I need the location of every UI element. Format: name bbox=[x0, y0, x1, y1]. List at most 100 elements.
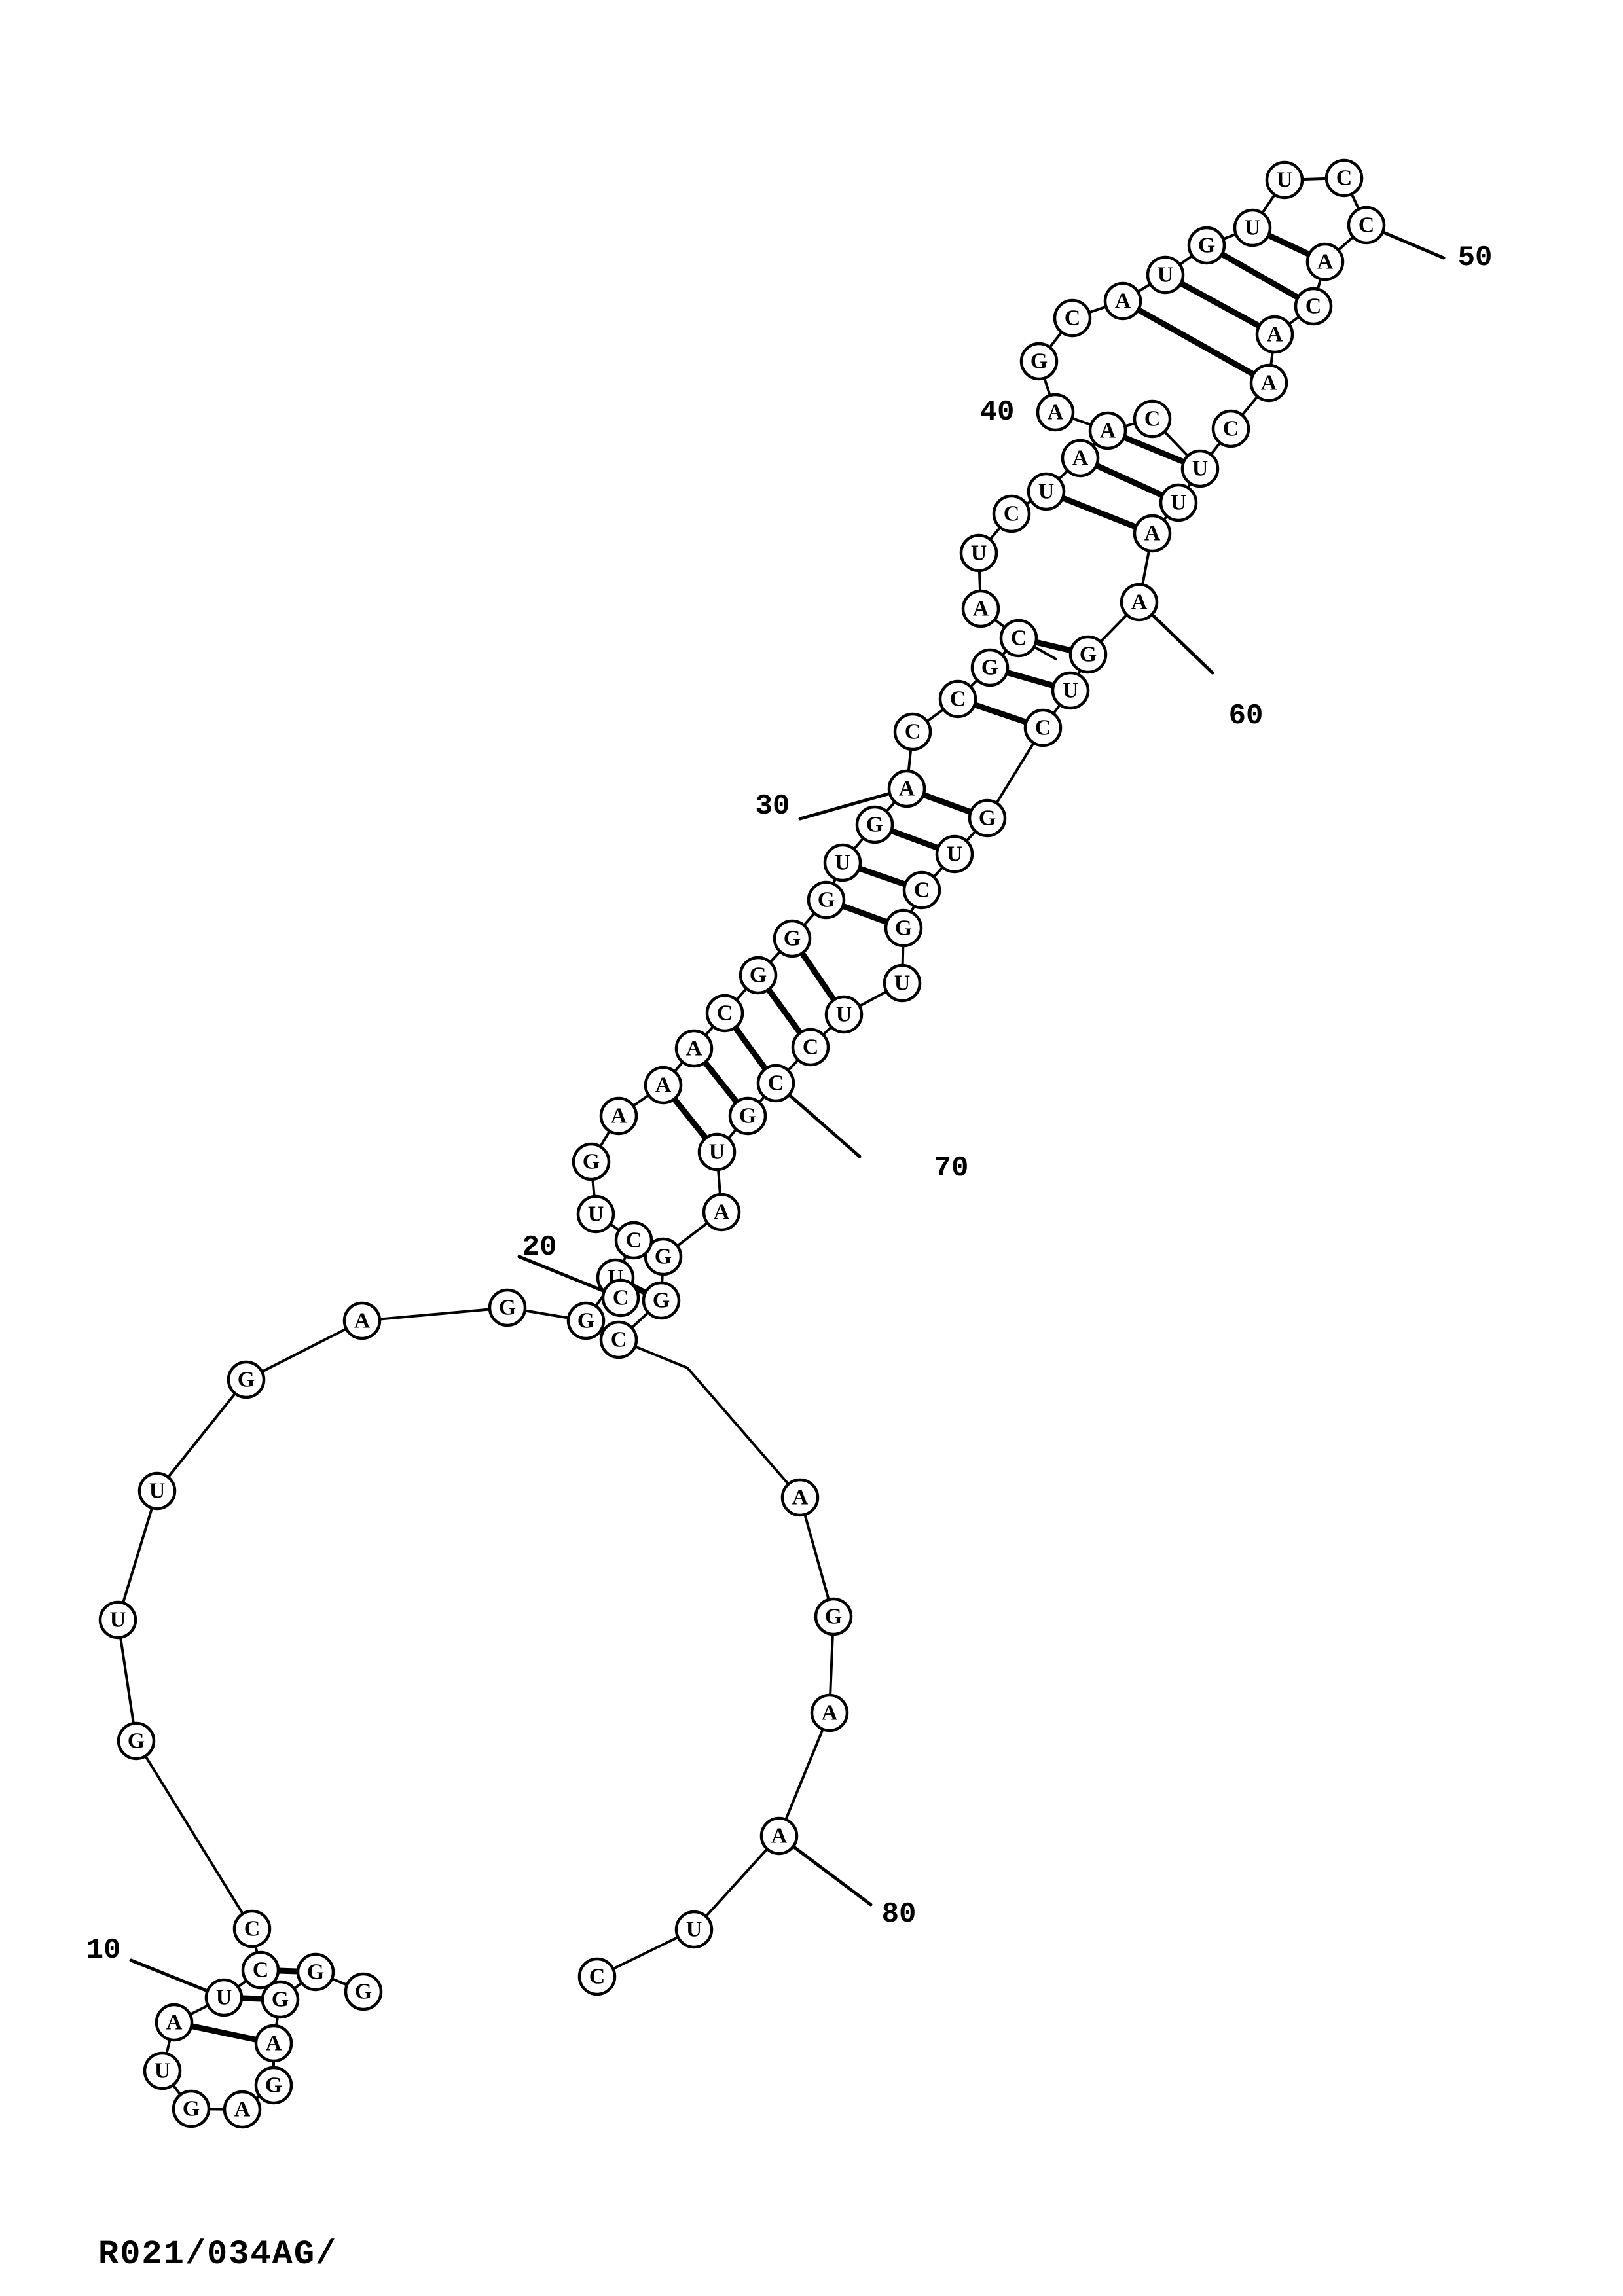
nucleotide-C[interactable]: C bbox=[1324, 158, 1364, 198]
nucleotide-U[interactable]: U bbox=[823, 843, 862, 882]
nucleotide-G[interactable]: G bbox=[968, 798, 1007, 838]
base-letter: C bbox=[768, 1071, 784, 1096]
nucleotide-C[interactable]: C bbox=[1023, 708, 1063, 747]
nucleotide-C[interactable]: C bbox=[1347, 206, 1386, 245]
base-letter: U bbox=[1038, 480, 1055, 504]
nucleotide-G[interactable]: G bbox=[773, 919, 812, 958]
nucleotide-G[interactable]: G bbox=[566, 1301, 606, 1340]
nucleotide-A[interactable]: A bbox=[1255, 315, 1294, 354]
nucleotide-G[interactable]: G bbox=[739, 956, 778, 995]
nucleotide-U[interactable]: U bbox=[137, 1471, 177, 1511]
base-letter: C bbox=[1035, 716, 1051, 740]
nucleotide-C[interactable]: C bbox=[241, 1950, 280, 1990]
nucleotide-C[interactable]: C bbox=[893, 712, 932, 751]
nucleotide-C[interactable]: C bbox=[1211, 409, 1250, 448]
nucleotide-A[interactable]: A bbox=[1305, 242, 1345, 281]
base-letter: G bbox=[238, 1368, 255, 1392]
nucleotide-U[interactable]: U bbox=[674, 1910, 714, 1949]
nucleotide-U[interactable]: U bbox=[1233, 208, 1272, 247]
nucleotide-U[interactable]: U bbox=[1159, 483, 1198, 522]
nucleotide-C[interactable]: C bbox=[232, 1909, 272, 1948]
nucleotide-A[interactable]: A bbox=[1103, 281, 1142, 321]
nucleotide-U[interactable]: U bbox=[824, 995, 864, 1034]
nucleotide-G[interactable]: G bbox=[227, 1360, 266, 1399]
nucleotide-G[interactable]: G bbox=[344, 1972, 383, 2011]
nucleotide-G[interactable]: G bbox=[572, 1142, 611, 1181]
nucleotide-G[interactable]: G bbox=[1068, 635, 1108, 674]
nucleotide-C[interactable]: C bbox=[614, 1221, 653, 1260]
nucleotide-layer: U C C A U G C U bbox=[98, 158, 1386, 2129]
nucleotide-C[interactable]: C bbox=[756, 1064, 795, 1103]
base-letter: A bbox=[234, 2098, 251, 2122]
nucleotide-G[interactable]: G bbox=[1019, 342, 1059, 381]
nucleotide-A[interactable]: A bbox=[1120, 583, 1159, 622]
nucleotide-U[interactable]: U bbox=[1051, 671, 1090, 710]
nucleotide-A[interactable]: A bbox=[1249, 363, 1288, 403]
nucleotide-U[interactable]: U bbox=[576, 1194, 615, 1234]
nucleotide-G[interactable]: G bbox=[807, 880, 846, 920]
nucleotide-A[interactable]: A bbox=[254, 2024, 293, 2063]
nucleotide-G[interactable]: G bbox=[855, 805, 894, 844]
base-letter: U bbox=[947, 842, 963, 867]
nucleotide-U[interactable]: U bbox=[1027, 472, 1066, 511]
nucleotide-C[interactable]: C bbox=[999, 619, 1038, 658]
nucleotide-G[interactable]: G bbox=[884, 908, 923, 948]
nucleotide-C[interactable]: C bbox=[1294, 287, 1333, 326]
nucleotide-A[interactable]: A bbox=[1036, 393, 1075, 432]
nucleotide-A[interactable]: A bbox=[155, 2003, 194, 2042]
base-letter: G bbox=[183, 2097, 200, 2121]
nucleotide-C[interactable]: C bbox=[1133, 399, 1172, 439]
nucleotide-G[interactable]: G bbox=[728, 1096, 767, 1136]
nucleotide-A[interactable]: A bbox=[702, 1193, 741, 1232]
nucleotide-C[interactable]: C bbox=[601, 1278, 640, 1318]
nucleotide-G[interactable]: G bbox=[172, 2089, 211, 2128]
nucleotide-G[interactable]: G bbox=[296, 1952, 335, 1992]
nucleotide-U[interactable]: U bbox=[98, 1600, 137, 1640]
nucleotide-G[interactable]: G bbox=[642, 1281, 681, 1320]
base-letter: A bbox=[166, 2011, 183, 2035]
nucleotide-C[interactable]: C bbox=[577, 1957, 617, 1996]
nucleotide-A[interactable]: A bbox=[674, 1029, 714, 1068]
nucleotide-U[interactable]: U bbox=[1146, 255, 1185, 295]
nucleotide-A[interactable]: A bbox=[599, 1096, 638, 1136]
nucleotide-C[interactable]: C bbox=[705, 994, 744, 1033]
nucleotide-U[interactable]: U bbox=[935, 834, 974, 874]
nucleotide-C[interactable]: C bbox=[1053, 298, 1092, 338]
nucleotide-A[interactable]: A bbox=[644, 1066, 683, 1105]
base-letter: U bbox=[1158, 263, 1174, 287]
nucleotide-G[interactable]: G bbox=[970, 648, 1010, 687]
nucleotide-A[interactable]: A bbox=[342, 1301, 382, 1340]
nucleotide-C[interactable]: C bbox=[599, 1320, 638, 1359]
nucleotide-A[interactable]: A bbox=[810, 1693, 849, 1732]
nucleotide-A[interactable]: A bbox=[961, 589, 1000, 628]
nucleotide-A[interactable]: A bbox=[1088, 411, 1127, 450]
nucleotide-U[interactable]: U bbox=[959, 533, 998, 573]
nucleotide-A[interactable]: A bbox=[759, 1816, 799, 1856]
nucleotide-G[interactable]: G bbox=[488, 1288, 527, 1327]
nucleotide-C[interactable]: C bbox=[791, 1028, 830, 1067]
base-letter: U bbox=[1245, 216, 1261, 240]
nucleotide-G[interactable]: G bbox=[1187, 226, 1226, 265]
base-letter: A bbox=[1100, 419, 1116, 443]
nucleotide-C[interactable]: C bbox=[902, 870, 941, 910]
nucleotide-G[interactable]: G bbox=[254, 2066, 293, 2105]
nucleotide-A[interactable]: A bbox=[1133, 514, 1172, 553]
nucleotide-G[interactable]: G bbox=[261, 1980, 300, 2019]
base-letter: U bbox=[1277, 168, 1293, 192]
nucleotide-C[interactable]: C bbox=[938, 679, 977, 719]
nucleotide-G[interactable]: G bbox=[814, 1597, 853, 1636]
nucleotide-U[interactable]: U bbox=[697, 1132, 737, 1172]
nucleotide-A[interactable]: A bbox=[780, 1478, 820, 1517]
nucleotide-U[interactable]: U bbox=[883, 963, 922, 1003]
nucleotide-U[interactable]: U bbox=[1180, 449, 1220, 488]
nucleotide-G[interactable]: G bbox=[117, 1721, 156, 1761]
nucleotide-U[interactable]: U bbox=[143, 2051, 182, 2090]
nucleotide-A[interactable]: A bbox=[887, 769, 926, 808]
nucleotide-G[interactable]: G bbox=[644, 1237, 683, 1276]
nucleotide-A[interactable]: A bbox=[223, 2090, 262, 2129]
nucleotide-A[interactable]: A bbox=[1061, 439, 1100, 478]
nucleotide-U[interactable]: U bbox=[1265, 160, 1304, 200]
nucleotide-U[interactable]: U bbox=[204, 1978, 244, 2017]
nucleotide-C[interactable]: C bbox=[992, 494, 1031, 533]
